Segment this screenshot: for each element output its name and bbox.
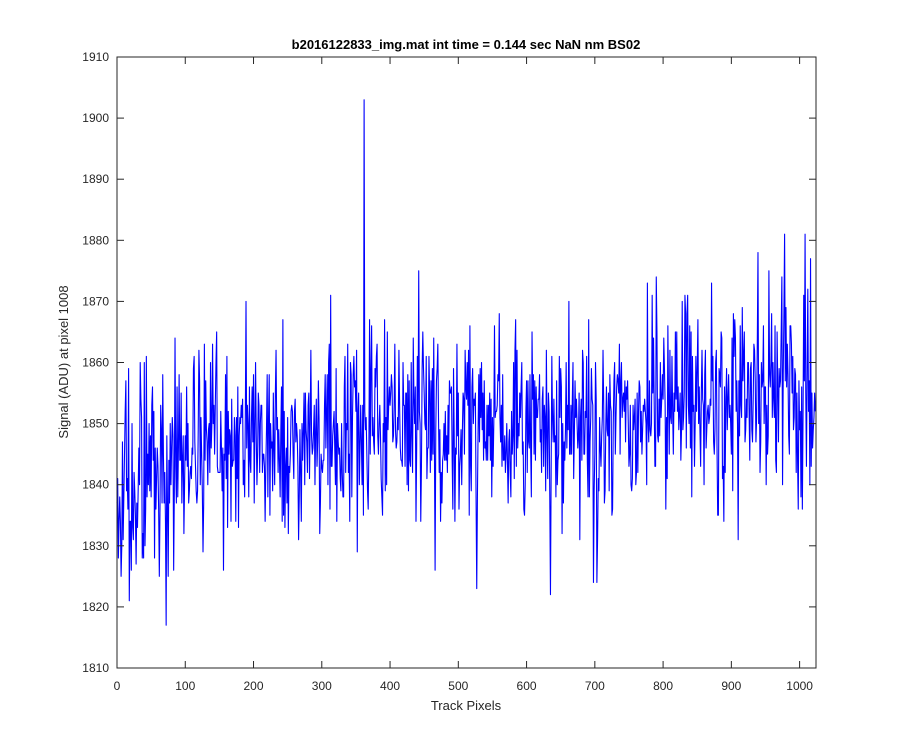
series-layer (116, 99, 816, 626)
signal-series-line (116, 99, 816, 626)
x-tick-label: 100 (175, 679, 195, 693)
y-tick-label: 1860 (82, 356, 109, 370)
chart-title: b2016122833_img.mat int time = 0.144 sec… (292, 37, 641, 52)
x-tick-label: 700 (585, 679, 605, 693)
x-tick-label: 0 (114, 679, 121, 693)
x-tick-label: 200 (244, 679, 264, 693)
x-tick-label: 1000 (786, 679, 813, 693)
y-tick-label: 1910 (82, 50, 109, 64)
x-tick-label: 500 (448, 679, 468, 693)
y-tick-label: 1880 (82, 233, 109, 247)
y-tick-label: 1870 (82, 294, 109, 308)
y-tick-label: 1900 (82, 111, 109, 125)
x-tick-label: 400 (380, 679, 400, 693)
x-tick-label: 800 (653, 679, 673, 693)
y-axis: 1810 1820 1830 1840 1850 1860 1870 1880 1890 1900… (82, 50, 816, 675)
y-axis-label: Signal (ADU) at pixel 1008 (56, 285, 71, 438)
x-tick-label: 900 (721, 679, 741, 693)
y-tick-label: 1830 (82, 539, 109, 553)
y-tick-label: 1890 (82, 172, 109, 186)
y-tick-label: 1840 (82, 478, 109, 492)
y-tick-label: 1820 (82, 600, 109, 614)
x-tick-label: 600 (517, 679, 537, 693)
plot-area-background (117, 57, 816, 668)
x-tick-label: 300 (312, 679, 332, 693)
y-tick-label: 1850 (82, 417, 109, 431)
y-tick-label: 1810 (82, 661, 109, 675)
x-axis-label: Track Pixels (431, 698, 502, 713)
x-axis: 0 100 200 300 400 500 600 700 800 900 1000 (114, 57, 813, 693)
